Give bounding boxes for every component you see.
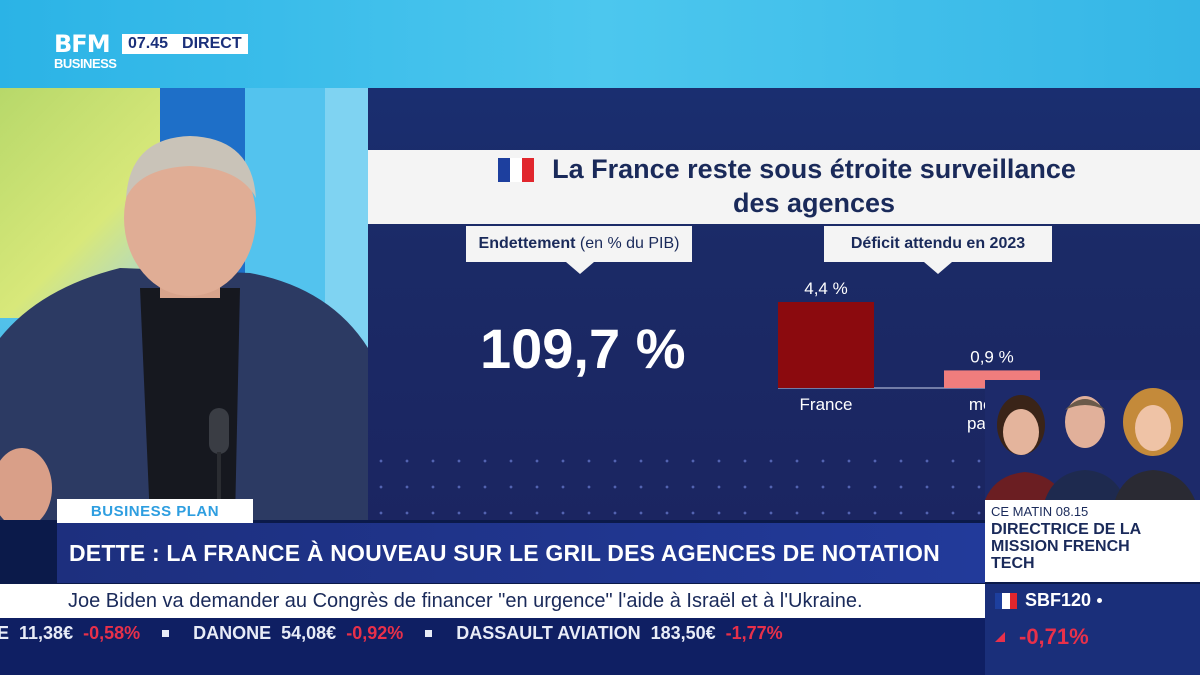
index-name-row: SBF120 [995, 590, 1103, 611]
debt-label-rest: (en % du PIB) [575, 235, 680, 252]
deficit-label: Déficit attendu en 2023 [824, 226, 1052, 262]
index-name: SBF120 [1025, 590, 1092, 610]
ticker-change: -0,58% [83, 623, 141, 643]
ticker-price: 54,08€ [281, 623, 337, 643]
news-crawl-text: Joe Biden va demander au Congrès de fina… [68, 589, 863, 612]
ticker-price: 183,50€ [650, 623, 716, 643]
deficit-pointer [924, 262, 952, 274]
headline-bar: DETTE : LA FRANCE À NOUVEAU SUR LE GRIL … [57, 523, 985, 583]
clock-time: 07.45 [128, 35, 169, 52]
trend-down-arrow-icon [995, 632, 1005, 642]
ticker-price: 11,38€ [19, 623, 74, 643]
microphone-icon [209, 408, 229, 518]
title-banner: La France reste sous étroite surveillanc… [368, 150, 1200, 224]
segment-tag: BUSINESS PLAN [57, 499, 253, 523]
flag-white-stripe [1002, 592, 1010, 609]
ticker-change: -0,92% [346, 623, 404, 643]
bar-value-label: 4,4 % [804, 279, 847, 298]
ticker-change: -1,77% [725, 623, 783, 643]
infographic-title: La France reste sous étroite surveillanc… [552, 154, 1076, 218]
ticker-row: OLE 11,38€ -0,58% DANONE 54,08€ -0,92% D… [0, 623, 805, 644]
live-label: DIRECT [182, 35, 242, 52]
index-change: -0,71% [1019, 624, 1089, 649]
promo-card: CE MATIN 08.15 DIRECTRICE DE LA MISSION … [985, 500, 1200, 582]
presenters-photo [985, 380, 1200, 500]
index-dot-icon [1097, 598, 1103, 603]
flag-blue-stripe [498, 158, 510, 182]
market-index-box: SBF120 -0,71% [985, 584, 1200, 675]
top-bar: BFM BUSINESS 07.45 DIRECT [0, 0, 1200, 88]
ticker-name: DASSAULT AVIATION [456, 623, 641, 643]
channel-logo: BFM BUSINESS [54, 32, 120, 76]
news-crawl-bar: Joe Biden va demander au Congrès de fina… [0, 584, 985, 618]
promo-time: CE MATIN 08.15 [991, 504, 1089, 519]
logo-sub: BUSINESS [54, 56, 117, 71]
ticker-separator-icon [162, 630, 170, 637]
guest-person-image [0, 136, 368, 520]
flag-white-stripe [510, 158, 522, 182]
flag-blue-stripe [995, 592, 1003, 609]
promo-title: DIRECTRICE DE LA MISSION FRENCH TECH [991, 521, 1141, 572]
flag-red-stripe [1009, 592, 1017, 609]
studio-video [0, 88, 368, 520]
index-change-row: -0,71% [995, 624, 1089, 650]
bar-france [778, 302, 874, 388]
headline-text: DETTE : LA FRANCE À NOUVEAU SUR LE GRIL … [69, 539, 940, 566]
ticker-name: DANONE [193, 623, 272, 643]
france-flag-icon [498, 158, 534, 182]
logo-main: BFM [54, 30, 111, 58]
flag-red-stripe [522, 158, 534, 182]
bar-value-label: 0,9 % [970, 347, 1013, 366]
debt-value: 109,7 % [480, 317, 686, 380]
france-flag-icon [995, 592, 1017, 609]
ticker-name: OLE [0, 623, 10, 643]
debt-label: Endettement (en % du PIB) [466, 226, 692, 262]
stock-ticker: OLE 11,38€ -0,58% DANONE 54,08€ -0,92% D… [0, 618, 985, 675]
time-live-box: 07.45 DIRECT [122, 34, 248, 54]
ticker-separator-icon [425, 630, 433, 637]
debt-label-bold: Endettement [478, 235, 576, 252]
debt-pointer [566, 262, 594, 274]
bar-category-label: France [800, 395, 853, 414]
upcoming-promo: CE MATIN 08.15 DIRECTRICE DE LA MISSION … [985, 380, 1200, 582]
deficit-label-text: Déficit attendu en 2023 [850, 235, 1026, 252]
